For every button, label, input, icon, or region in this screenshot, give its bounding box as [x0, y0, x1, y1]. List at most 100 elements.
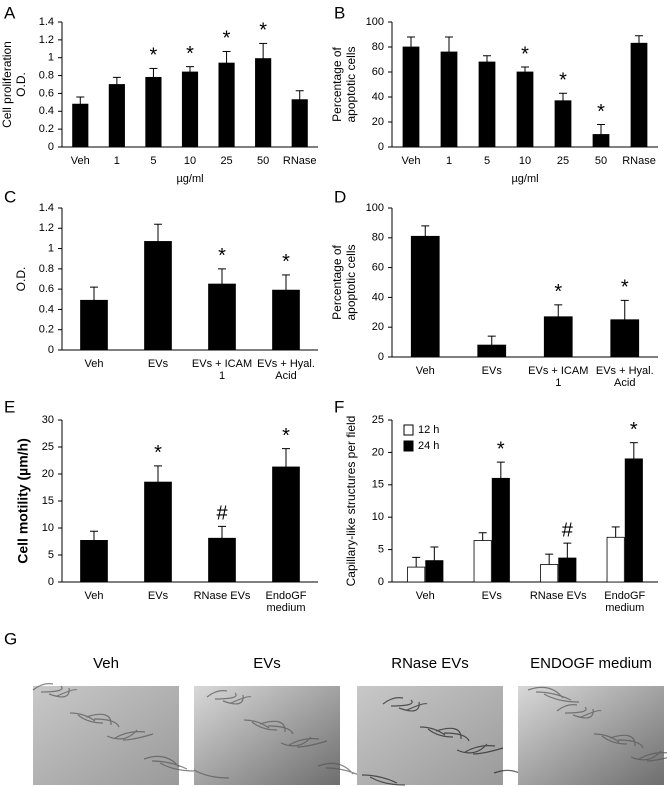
y-tick-label: 15	[372, 479, 384, 491]
bar	[80, 299, 108, 351]
image-label: Veh	[93, 655, 119, 672]
y-tick-label: 0.2	[39, 324, 54, 336]
x-tick-label-box: 50	[257, 155, 270, 167]
y-tick-label: 15	[42, 495, 54, 507]
x-tick-label: Veh	[401, 155, 421, 167]
annotation: *	[186, 43, 194, 65]
bar	[540, 564, 559, 583]
bar	[218, 62, 235, 148]
x-tick-label: EVs	[147, 590, 169, 602]
x-tick-label: 1	[113, 155, 120, 167]
legend-swatch	[403, 440, 414, 452]
y-tick-label: 20	[372, 321, 384, 333]
bar	[516, 71, 534, 148]
x-tick-label: EVs + ICAM 1	[528, 365, 589, 389]
bar	[181, 71, 199, 148]
micrograph-texture	[361, 697, 530, 786]
legend-swatch	[403, 424, 414, 436]
annotation: *	[282, 251, 290, 273]
bar	[606, 536, 625, 583]
x-axis-label: µg/ml	[511, 173, 538, 185]
x-tick-label: Veh	[415, 590, 435, 602]
bar	[478, 61, 496, 148]
y-axis-label: apoptotic cells	[344, 46, 358, 122]
image-label: EVs	[253, 655, 281, 672]
x-tick-label-box: RNase EVs	[530, 590, 587, 602]
x-tick-label-box: 10	[184, 155, 196, 167]
y-tick-label: 20	[42, 468, 54, 480]
annotation: *	[282, 425, 290, 447]
x-tick-label-box: Veh	[84, 590, 104, 602]
bar	[291, 99, 308, 148]
panel-label: C	[4, 187, 16, 206]
y-tick-label: 80	[372, 232, 384, 244]
micrograph	[33, 686, 179, 785]
annotation: *	[554, 281, 562, 303]
x-tick-label-box: EVs + Hyal. Acid	[257, 358, 315, 382]
y-tick-label: 25	[372, 414, 384, 426]
y-tick-label: 0.8	[39, 263, 54, 275]
micrograph	[194, 686, 340, 785]
x-tick-label: EVs + ICAM 1	[191, 358, 253, 382]
bar	[440, 51, 458, 148]
bar	[410, 235, 440, 358]
x-tick-label-box: 5	[150, 155, 157, 167]
x-tick-label: Veh	[84, 590, 104, 602]
x-tick-label-box: EVs + ICAM 1	[528, 365, 589, 389]
annotation: *	[223, 28, 231, 50]
x-tick-label-box: RNase	[283, 155, 317, 167]
annotation: *	[154, 442, 162, 464]
bar	[108, 84, 125, 148]
x-tick-label-box: EVs	[482, 590, 502, 602]
y-tick-label: 0	[378, 351, 384, 363]
bar	[473, 540, 492, 583]
x-tick-label: 5	[150, 155, 157, 167]
y-axis-label: Percentage of	[330, 46, 344, 121]
y-axis-label: apoptotic cells	[344, 244, 358, 320]
bar	[144, 481, 172, 583]
y-tick-label: 0.2	[39, 123, 54, 135]
y-tick-label: 1	[48, 242, 54, 254]
x-tick-label: EVs + Hyal. Acid	[595, 365, 654, 389]
x-tick-label: Veh	[415, 365, 435, 377]
bar	[255, 58, 272, 148]
y-axis-label: Capillary-like structures per field	[344, 416, 358, 587]
bar	[80, 540, 108, 583]
bar	[407, 566, 426, 583]
x-tick-label-box: EVs	[148, 358, 168, 370]
annotation: *	[559, 70, 567, 92]
micrograph-texture	[527, 686, 667, 762]
y-tick-label: 80	[372, 41, 384, 53]
panel-label: G	[4, 629, 17, 648]
x-tick-label-box: Veh	[401, 155, 421, 167]
y-tick-label: 0.4	[39, 105, 54, 117]
x-tick-label-box: 25	[220, 155, 232, 167]
x-tick-label-box: RNase	[622, 155, 656, 167]
x-tick-label: Veh	[70, 155, 90, 167]
x-tick-label: EVs	[481, 365, 502, 377]
micrograph-texture	[32, 683, 196, 772]
x-tick-label: 50	[257, 155, 270, 167]
x-tick-label-box: EVs + ICAM 1	[191, 358, 253, 382]
x-tick-label: RNase EVs	[193, 590, 251, 602]
x-tick-label: EVs + Hyal. Acid	[257, 358, 315, 382]
x-tick-label-box: EndoGF medium	[266, 590, 307, 614]
x-tick-label: 50	[594, 155, 608, 167]
x-tick-label-box: 1	[113, 155, 120, 167]
bar	[610, 319, 640, 358]
annotation: *	[259, 20, 267, 42]
y-tick-label: 100	[366, 16, 384, 28]
x-tick-label: EndoGF medium	[604, 590, 646, 614]
bar	[425, 560, 444, 583]
bar	[491, 477, 510, 583]
x-tick-label: 25	[556, 155, 570, 167]
bar	[554, 100, 572, 148]
x-axis-label: µg/ml	[176, 173, 203, 185]
x-tick-label-box: 10	[518, 155, 532, 167]
panel-label: D	[334, 187, 346, 206]
x-tick-label: RNase	[622, 155, 656, 167]
x-tick-label-box: EVs	[481, 365, 502, 377]
x-tick-label: 10	[518, 155, 532, 167]
y-tick-label: 0.6	[39, 87, 54, 99]
